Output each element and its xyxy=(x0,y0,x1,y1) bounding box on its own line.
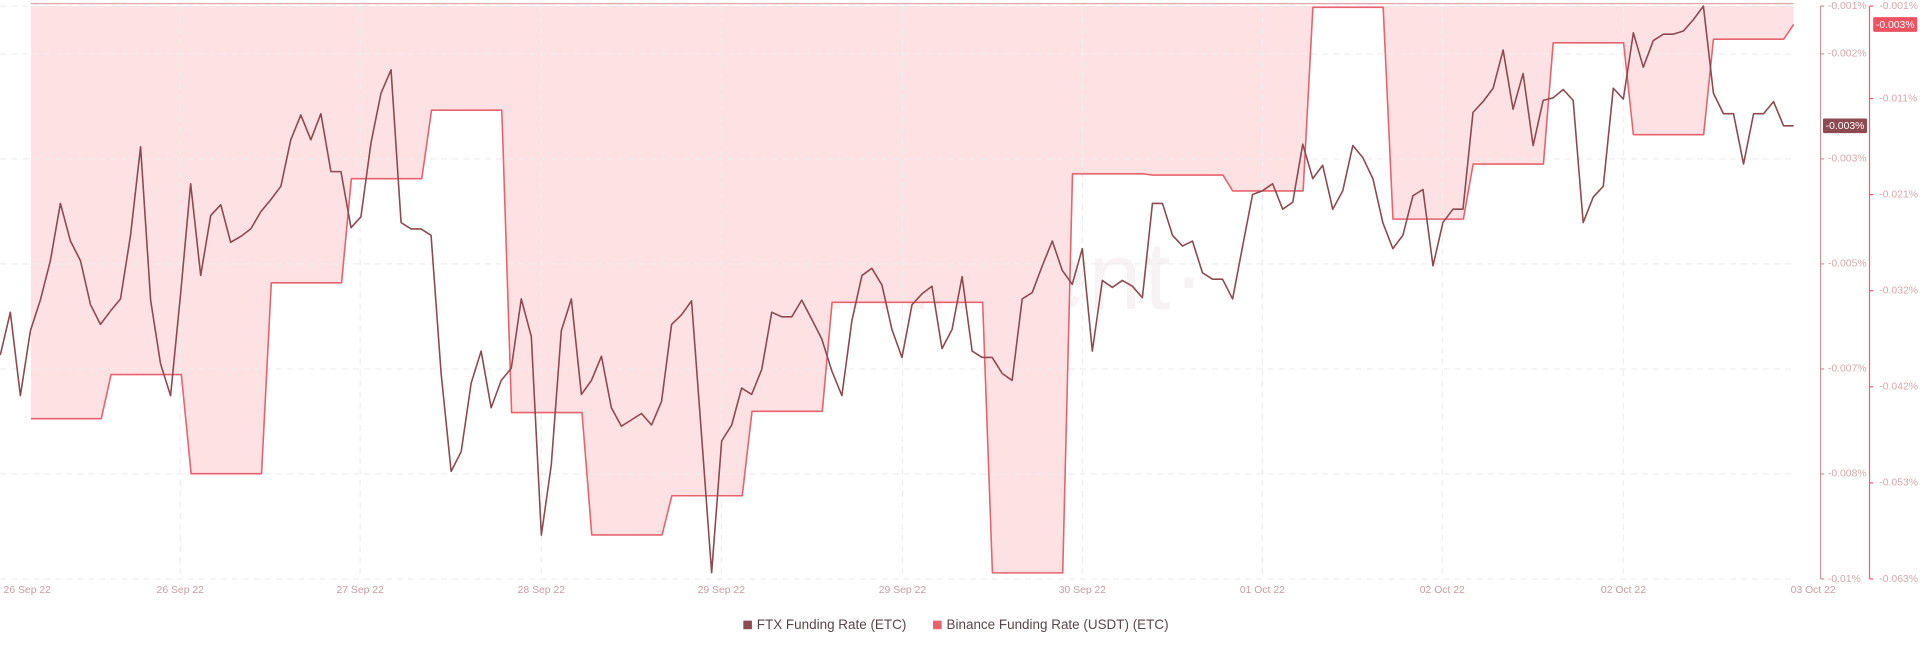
y-tick-label: -0.002% xyxy=(1828,49,1867,60)
x-tick-label: 30 Sep 22 xyxy=(1059,585,1107,596)
x-tick-label: 28 Sep 22 xyxy=(518,585,566,596)
x-tick-label: 01 Oct 22 xyxy=(1240,585,1285,596)
y2-tick-label: -0.001% xyxy=(1879,1,1918,12)
y2-tick-label: -0.042% xyxy=(1879,382,1918,393)
x-tick-label: 29 Sep 22 xyxy=(879,585,927,596)
x-tick-label: 02 Oct 22 xyxy=(1601,585,1646,596)
y-tick-label: -0.001% xyxy=(1828,1,1867,12)
y-tick-label: -0.008% xyxy=(1828,469,1867,480)
x-tick-label: 02 Oct 22 xyxy=(1420,585,1465,596)
y-tick-label: -0.007% xyxy=(1828,364,1867,375)
legend-label: FTX Funding Rate (ETC) xyxy=(757,617,907,632)
series-line xyxy=(30,6,1795,574)
legend-swatch xyxy=(933,620,942,630)
legend-swatch xyxy=(743,620,752,630)
series-line xyxy=(0,5,1794,574)
y-tick-label: -0.005% xyxy=(1828,259,1867,270)
x-tick-label: 26 Sep 22 xyxy=(157,585,205,596)
grid-layer xyxy=(0,5,1794,580)
last-value-label: -0.003% xyxy=(1826,121,1865,132)
area xyxy=(30,6,1794,573)
last-value-label: -0.003% xyxy=(1876,20,1915,31)
x-tick-label: 29 Sep 22 xyxy=(698,585,746,596)
y-tick-label: -0.003% xyxy=(1828,154,1867,165)
y2-tick-label: -0.021% xyxy=(1879,189,1918,200)
y2-tick-label: -0.053% xyxy=(1879,478,1918,489)
last-value-badge xyxy=(1873,17,1918,32)
x-tick-label: 03 Oct 22 xyxy=(1791,585,1836,596)
last-value-badge xyxy=(1822,118,1868,134)
y2-tick-label: -0.063% xyxy=(1879,574,1918,585)
y-tick-label: -0.01% xyxy=(1828,574,1861,585)
y2-tick-label: -0.032% xyxy=(1879,285,1918,296)
legend-label: Binance Funding Rate (USDT) (ETC) xyxy=(947,617,1169,632)
y2-tick-label: -0.011% xyxy=(1879,93,1917,104)
x-tick-label: 26 Sep 22 xyxy=(4,585,52,596)
background-layer xyxy=(30,6,1794,573)
x-tick-label: 27 Sep 22 xyxy=(336,585,384,596)
